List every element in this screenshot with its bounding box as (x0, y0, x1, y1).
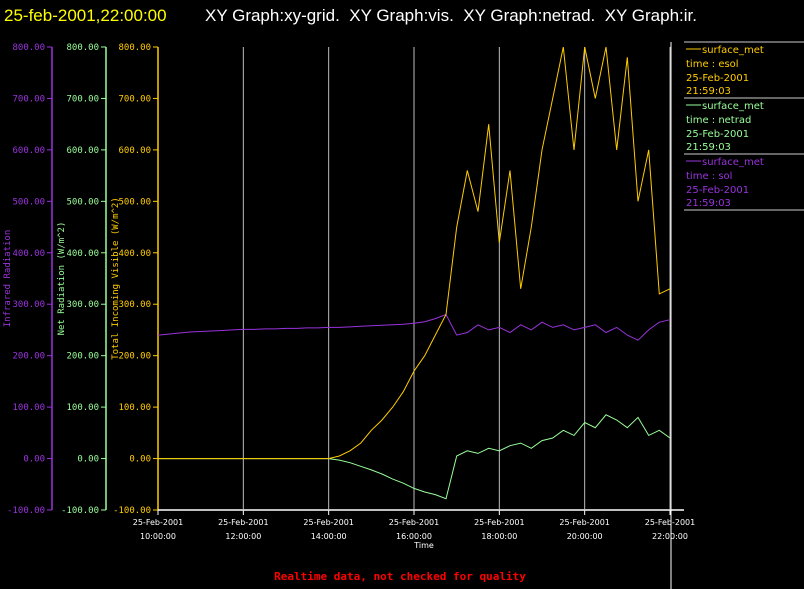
x-tick-time: 18:00:00 (481, 532, 517, 541)
y-axis-label-0: Infrared Radiation (3, 230, 13, 328)
legend-date: 25-Feb-2001 (686, 185, 749, 196)
y-axis-label-2: Total Incoming Visible (W/m^2) (111, 197, 121, 360)
legend-date: 25-Feb-2001 (686, 129, 749, 140)
y-tick-label: 0.00 (129, 455, 151, 465)
x-tick-date: 25-Feb-2001 (218, 518, 268, 527)
y-tick-label: 800.00 (66, 43, 99, 53)
grid (242, 47, 671, 510)
series-lines (157, 46, 671, 500)
y-tick-label: 500.00 (12, 197, 45, 207)
x-axis-label: Time (413, 541, 434, 550)
y-tick-label: 200.00 (66, 352, 99, 362)
y-tick-label: 300.00 (66, 300, 99, 310)
x-tick-time: 20:00:00 (567, 532, 603, 541)
title-timestamp: 25-feb-2001,22:00:00 (4, 6, 167, 25)
x-tick-date: 25-Feb-2001 (133, 518, 183, 527)
axes: 800.00 700.00 600.00 500.00 400.00 300.00 200.… (3, 43, 695, 550)
legend-date: 25-Feb-2001 (686, 73, 749, 84)
legend-time: 21:59:03 (686, 86, 731, 97)
y-tick-label: -100.00 (113, 506, 151, 516)
x-tick-time: 16:00:00 (396, 532, 432, 541)
legend-var: time : esol (686, 59, 739, 70)
legend-time: 21:59:03 (686, 142, 731, 153)
legend-var: time : sol (686, 171, 732, 182)
y-tick-label: 400.00 (66, 249, 99, 259)
y-tick-label: 0.00 (23, 455, 45, 465)
x-tick-date: 25-Feb-2001 (559, 518, 609, 527)
y-tick-label: 800.00 (118, 43, 151, 53)
legend-name: surface_met (702, 157, 764, 168)
legend-name: surface_met (702, 45, 764, 56)
y-tick-label: 100.00 (66, 403, 99, 413)
x-tick-date: 25-Feb-2001 (389, 518, 439, 527)
y-tick-label: 500.00 (66, 197, 99, 207)
y-tick-label: -100.00 (7, 506, 45, 516)
y-tick-label: 200.00 (118, 352, 151, 362)
y-tick-label: 100.00 (12, 403, 45, 413)
legend-name: surface_met (702, 101, 764, 112)
x-tick-date: 25-Feb-2001 (303, 518, 353, 527)
y-tick-label: 400.00 (118, 249, 151, 259)
quality-footer: Realtime data, not checked for quality (274, 570, 526, 583)
y-tick-label: 100.00 (118, 403, 151, 413)
y-tick-label: 700.00 (118, 94, 151, 104)
y-tick-label: 700.00 (12, 94, 45, 104)
y-tick-label: 800.00 (12, 43, 45, 53)
y-tick-label: 400.00 (12, 249, 45, 259)
x-tick-date: 25-Feb-2001 (645, 518, 695, 527)
series-line-timeesol (158, 46, 671, 460)
x-tick-time: 14:00:00 (311, 532, 347, 541)
x-tick-time: 22:00:00 (652, 532, 688, 541)
y-tick-label: 500.00 (118, 197, 151, 207)
legend-time: 21:59:03 (686, 198, 731, 209)
x-tick-time: 12:00:00 (225, 532, 261, 541)
x-tick-time: 10:00:00 (140, 532, 176, 541)
y-tick-label: 200.00 (12, 352, 45, 362)
legend-var: time : netrad (686, 115, 751, 126)
y-axis-label-1: Net Radiation (W/m^2) (57, 222, 67, 336)
y-tick-label: 600.00 (66, 146, 99, 156)
y-tick-label: -100.00 (61, 506, 99, 516)
y-tick-label: 300.00 (12, 300, 45, 310)
y-tick-label: 300.00 (118, 300, 151, 310)
y-tick-label: 0.00 (77, 455, 99, 465)
y-tick-label: 600.00 (12, 146, 45, 156)
title-graphs: XY Graph:xy-grid. XY Graph:vis. XY Graph… (205, 6, 697, 25)
x-tick-date: 25-Feb-2001 (474, 518, 524, 527)
series-line-timesol (157, 313, 671, 341)
y-tick-label: 700.00 (66, 94, 99, 104)
y-tick-label: 600.00 (118, 146, 151, 156)
